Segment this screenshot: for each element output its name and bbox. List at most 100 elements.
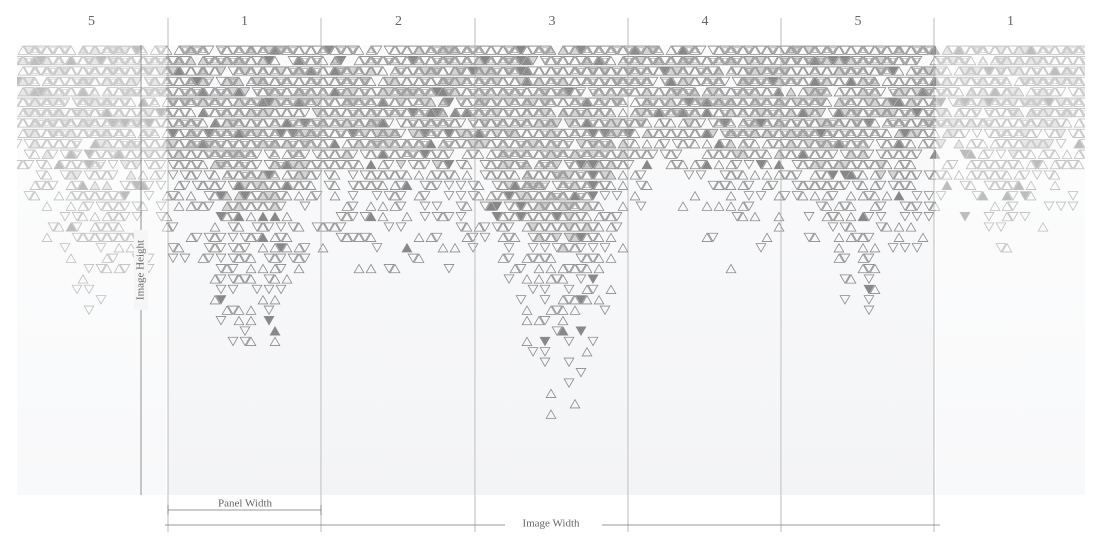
inner-triangle — [409, 120, 417, 126]
inner-triangle — [775, 88, 783, 95]
triangle — [893, 138, 905, 149]
triangle — [527, 139, 539, 149]
triangle — [851, 149, 863, 160]
inner-triangle — [511, 99, 519, 105]
triangle — [599, 108, 611, 118]
triangle — [365, 138, 377, 149]
triangle — [215, 284, 227, 295]
inner-triangle — [745, 89, 753, 95]
triangle — [1013, 107, 1025, 118]
inner-triangle — [541, 161, 549, 168]
triangle — [1086, 56, 1096, 64]
inner-triangle — [1069, 99, 1077, 106]
inner-triangle — [913, 78, 921, 85]
triangle — [821, 138, 833, 149]
triangle — [923, 66, 935, 76]
triangle — [479, 201, 491, 212]
triangle — [413, 253, 425, 263]
inner-triangle — [1045, 120, 1053, 126]
triangle — [851, 170, 863, 180]
triangle — [95, 170, 107, 180]
triangle — [221, 86, 233, 97]
triangle — [347, 191, 359, 201]
triangle — [1007, 212, 1019, 222]
inner-triangle — [835, 120, 843, 126]
triangle — [1013, 159, 1025, 170]
inner-triangle — [55, 57, 63, 64]
triangle — [179, 180, 191, 191]
triangle — [749, 128, 761, 138]
triangle — [197, 253, 209, 263]
triangle — [551, 222, 563, 232]
inner-triangle — [871, 57, 879, 64]
triangle — [839, 97, 851, 108]
triangle — [53, 222, 65, 232]
triangle — [1086, 98, 1096, 106]
triangle — [563, 45, 575, 56]
triangle — [497, 180, 509, 190]
triangle — [131, 180, 143, 191]
triangle — [515, 97, 527, 108]
triangle — [977, 170, 989, 180]
triangle — [803, 76, 815, 87]
triangle — [659, 139, 671, 149]
triangle — [827, 149, 839, 160]
triangle — [293, 118, 305, 128]
inner-triangle — [289, 47, 297, 54]
triangle — [575, 139, 587, 149]
inner-triangle — [601, 78, 609, 85]
triangle — [455, 45, 467, 56]
triangle — [941, 170, 953, 180]
triangle — [755, 149, 767, 160]
inner-triangle — [271, 68, 279, 74]
triangle — [995, 108, 1007, 118]
triangle — [617, 86, 629, 97]
triangle — [551, 118, 563, 128]
triangle — [527, 108, 539, 118]
inner-triangle — [259, 130, 267, 137]
triangle — [773, 211, 785, 222]
triangle — [275, 191, 287, 201]
inner-triangle — [283, 78, 291, 85]
triangle — [905, 86, 917, 97]
inner-triangle — [637, 120, 645, 126]
triangle — [623, 118, 635, 128]
triangle — [1007, 118, 1019, 128]
triangle — [281, 76, 293, 86]
triangle — [725, 66, 737, 76]
triangle — [401, 97, 413, 107]
triangle — [401, 242, 413, 253]
triangle — [851, 160, 863, 170]
inner-triangle — [397, 89, 405, 95]
triangle — [863, 128, 875, 139]
triangle — [491, 45, 503, 56]
inner-triangle — [247, 68, 255, 74]
triangle — [893, 86, 905, 97]
inner-triangle — [337, 57, 345, 64]
triangle — [239, 232, 251, 243]
triangle — [461, 222, 473, 232]
inner-triangle — [469, 89, 477, 95]
triangle — [791, 180, 803, 191]
inner-triangle — [973, 47, 981, 54]
inner-triangle — [211, 140, 219, 147]
triangle — [563, 336, 575, 347]
triangle — [263, 201, 275, 212]
triangle — [1049, 159, 1061, 170]
inner-triangle — [553, 78, 561, 85]
triangle — [179, 149, 191, 160]
triangle — [419, 191, 431, 201]
triangle — [575, 253, 587, 264]
triangle — [281, 107, 293, 118]
triangle — [101, 253, 113, 263]
inner-triangle — [427, 68, 435, 74]
triangle — [287, 222, 299, 232]
triangle — [257, 201, 269, 211]
triangle — [101, 190, 113, 201]
triangle — [497, 107, 509, 118]
triangle — [1031, 160, 1043, 170]
triangle — [191, 232, 203, 243]
triangle — [113, 66, 125, 76]
triangle — [329, 170, 341, 180]
